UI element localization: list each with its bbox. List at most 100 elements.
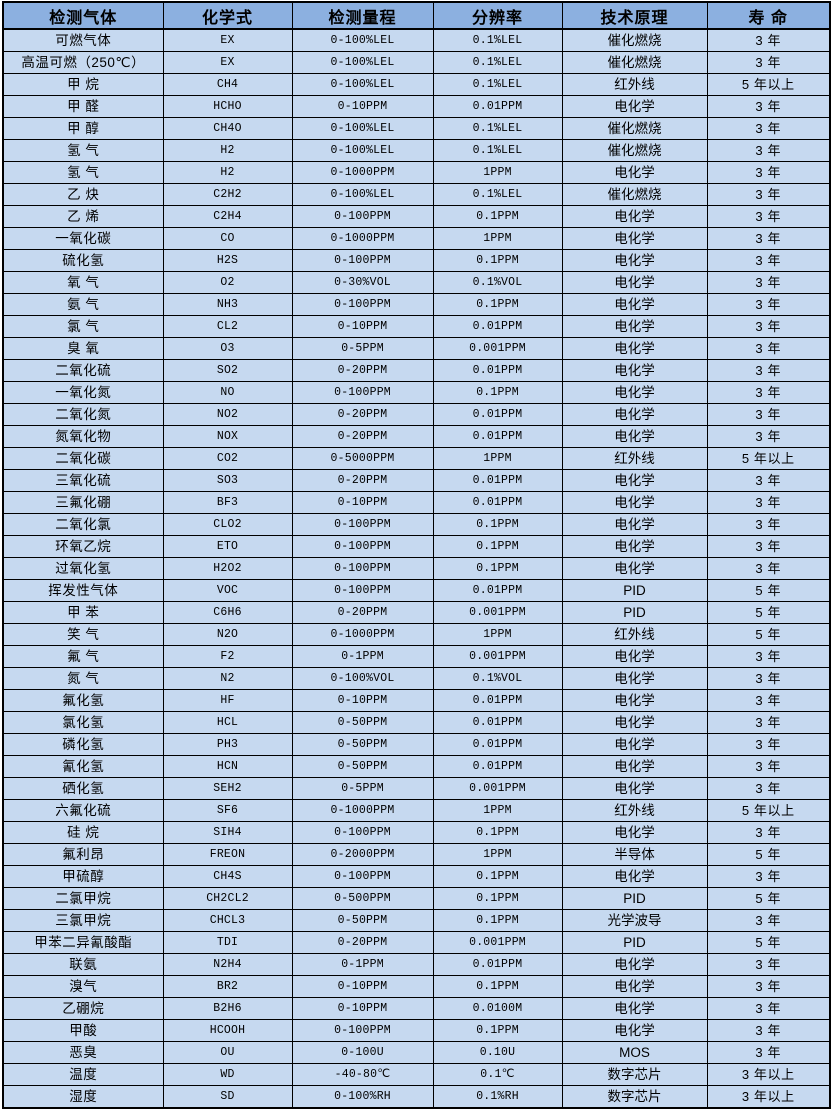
cell-gas: 一氧化碳 — [2, 227, 164, 250]
table-row: 湿度 SD 0-100%RH 0.1%RH 数字芯片 3 年以上 — [2, 1085, 831, 1109]
cell-life: 5 年 — [706, 579, 831, 602]
cell-range: 0-20PPM — [291, 931, 434, 954]
cell-formula: H2 — [162, 139, 293, 162]
table-row: 乙 炔 C2H2 0-100%LEL 0.1%LEL 催化燃烧 3 年 — [2, 183, 831, 206]
cell-range: 0-100PPM — [291, 249, 434, 272]
cell-res: 1PPM — [432, 227, 563, 250]
table-row: 氟 气 F2 0-1PPM 0.001PPM 电化学 3 年 — [2, 645, 831, 668]
table-row: 甲 烷 CH4 0-100%LEL 0.1%LEL 红外线 5 年以上 — [2, 73, 831, 96]
cell-life: 3 年 — [706, 425, 831, 448]
cell-tech: 电化学 — [561, 491, 708, 514]
cell-formula: HCOOH — [162, 1019, 293, 1042]
cell-range: 0-100%LEL — [291, 139, 434, 162]
cell-tech: 电化学 — [561, 359, 708, 382]
cell-res: 1PPM — [432, 799, 563, 822]
cell-range: 0-5PPM — [291, 337, 434, 360]
table-row: 二氧化碳 CO2 0-5000PPM 1PPM 红外线 5 年以上 — [2, 447, 831, 470]
cell-life: 5 年 — [706, 623, 831, 646]
cell-tech: 电化学 — [561, 271, 708, 294]
cell-formula: C2H2 — [162, 183, 293, 206]
cell-formula: CL2 — [162, 315, 293, 338]
column-header-formula: 化学式 — [162, 1, 293, 30]
cell-tech: 电化学 — [561, 953, 708, 976]
cell-formula: HCN — [162, 755, 293, 778]
cell-range: 0-100PPM — [291, 579, 434, 602]
cell-life: 3 年 — [706, 183, 831, 206]
cell-range: 0-20PPM — [291, 425, 434, 448]
cell-gas: 氰化氢 — [2, 755, 164, 778]
cell-life: 5 年 — [706, 931, 831, 954]
table-row: 联氨 N2H4 0-1PPM 0.01PPM 电化学 3 年 — [2, 953, 831, 976]
cell-tech: 电化学 — [561, 667, 708, 690]
cell-tech: 电化学 — [561, 315, 708, 338]
cell-life: 3 年 — [706, 28, 831, 52]
cell-res: 0.1PPM — [432, 865, 563, 888]
cell-life: 3 年 — [706, 359, 831, 382]
cell-formula: SO2 — [162, 359, 293, 382]
cell-life: 5 年 — [706, 843, 831, 866]
cell-formula: OU — [162, 1041, 293, 1064]
cell-gas: 乙硼烷 — [2, 997, 164, 1020]
table-row: 二氯甲烷 CH2CL2 0-500PPM 0.1PPM PID 5 年 — [2, 887, 831, 910]
table-row: 溴气 BR2 0-10PPM 0.1PPM 电化学 3 年 — [2, 975, 831, 998]
cell-range: 0-10PPM — [291, 689, 434, 712]
cell-formula: SO3 — [162, 469, 293, 492]
cell-res: 0.1%LEL — [432, 28, 563, 52]
table-row: 一氧化氮 NO 0-100PPM 0.1PPM 电化学 3 年 — [2, 381, 831, 404]
cell-life: 3 年 — [706, 997, 831, 1020]
cell-life: 3 年 — [706, 557, 831, 580]
cell-tech: PID — [561, 887, 708, 910]
cell-gas: 湿度 — [2, 1085, 164, 1109]
cell-gas: 氮 气 — [2, 667, 164, 690]
cell-formula: ETO — [162, 535, 293, 558]
cell-life: 3 年 — [706, 315, 831, 338]
cell-res: 0.01PPM — [432, 491, 563, 514]
cell-gas: 甲酸 — [2, 1019, 164, 1042]
cell-formula: N2O — [162, 623, 293, 646]
cell-life: 3 年 — [706, 469, 831, 492]
cell-range: 0-100%LEL — [291, 183, 434, 206]
cell-tech: 电化学 — [561, 161, 708, 184]
cell-formula: N2H4 — [162, 953, 293, 976]
cell-res: 0.1PPM — [432, 381, 563, 404]
cell-range: 0-20PPM — [291, 601, 434, 624]
cell-life: 3 年 — [706, 909, 831, 932]
cell-res: 0.1%LEL — [432, 73, 563, 96]
cell-range: 0-5PPM — [291, 777, 434, 800]
cell-res: 0.1%LEL — [432, 139, 563, 162]
cell-tech: 电化学 — [561, 821, 708, 844]
cell-tech: 电化学 — [561, 997, 708, 1020]
cell-formula: EX — [162, 51, 293, 74]
cell-formula: H2S — [162, 249, 293, 272]
table-row: 氟化氢 HF 0-10PPM 0.01PPM 电化学 3 年 — [2, 689, 831, 712]
cell-gas: 三氯甲烷 — [2, 909, 164, 932]
table-row: 恶臭 OU 0-100U 0.10U MOS 3 年 — [2, 1041, 831, 1064]
cell-formula: TDI — [162, 931, 293, 954]
cell-gas: 一氧化氮 — [2, 381, 164, 404]
cell-life: 3 年 — [706, 227, 831, 250]
cell-range: 0-100PPM — [291, 865, 434, 888]
table-row: 甲 醛 HCHO 0-10PPM 0.01PPM 电化学 3 年 — [2, 95, 831, 118]
table-row: 甲苯二异氰酸酯 TDI 0-20PPM 0.001PPM PID 5 年 — [2, 931, 831, 954]
cell-tech: 电化学 — [561, 227, 708, 250]
column-header-range: 检测量程 — [291, 1, 434, 30]
cell-res: 0.1%LEL — [432, 117, 563, 140]
cell-gas: 氢 气 — [2, 139, 164, 162]
table-row: 氮氧化物 NOX 0-20PPM 0.01PPM 电化学 3 年 — [2, 425, 831, 448]
cell-range: 0-50PPM — [291, 755, 434, 778]
table-row: 甲 苯 C6H6 0-20PPM 0.001PPM PID 5 年 — [2, 601, 831, 624]
cell-range: 0-10PPM — [291, 315, 434, 338]
cell-res: 0.1PPM — [432, 249, 563, 272]
cell-gas: 氯化氢 — [2, 711, 164, 734]
cell-range: 0-1000PPM — [291, 161, 434, 184]
cell-res: 0.1PPM — [432, 1019, 563, 1042]
cell-tech: 光学波导 — [561, 909, 708, 932]
cell-life: 3 年 — [706, 645, 831, 668]
cell-tech: 电化学 — [561, 755, 708, 778]
cell-formula: C2H4 — [162, 205, 293, 228]
cell-life: 3 年 — [706, 117, 831, 140]
cell-tech: PID — [561, 579, 708, 602]
cell-life: 3 年 — [706, 205, 831, 228]
cell-range: 0-10PPM — [291, 95, 434, 118]
cell-tech: PID — [561, 931, 708, 954]
